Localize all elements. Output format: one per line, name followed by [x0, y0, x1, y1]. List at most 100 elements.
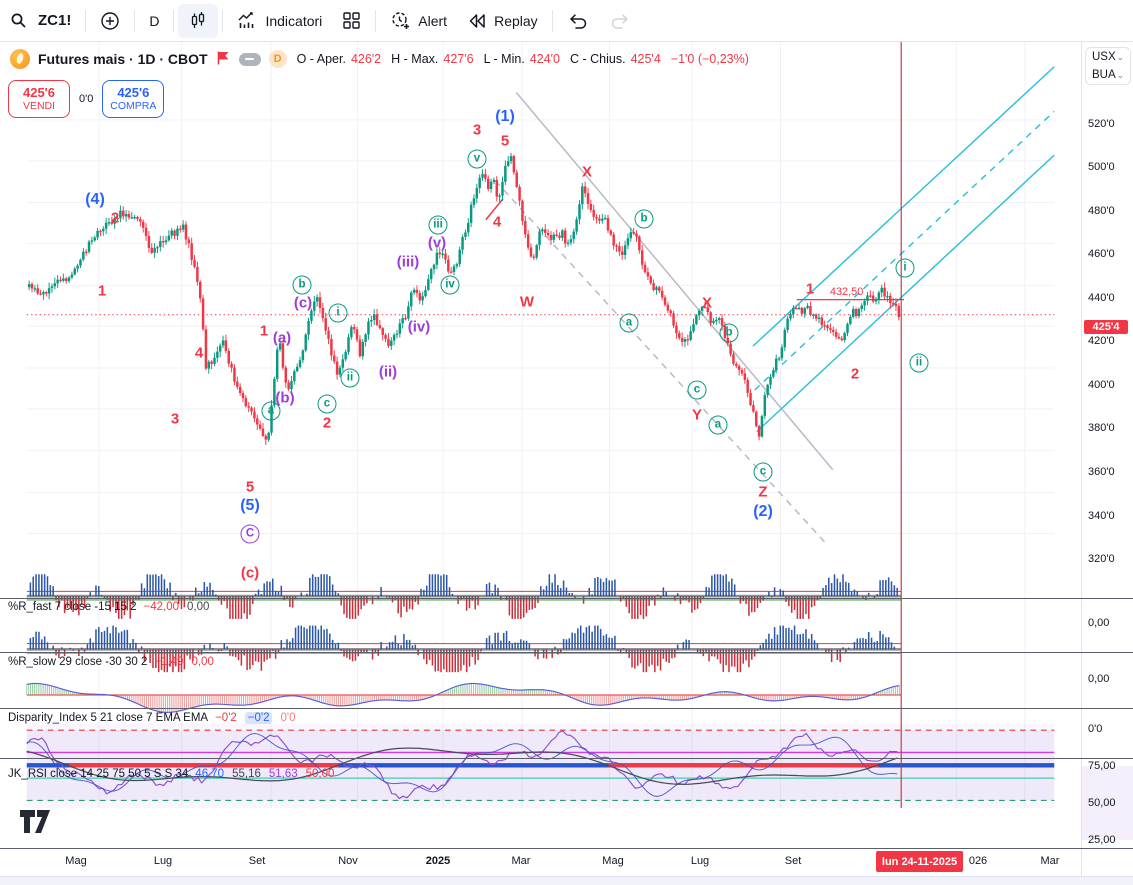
tradingview-logo[interactable]	[20, 810, 54, 838]
time-axis-label: Set	[248, 855, 266, 867]
price-axis-tick: 360'0	[1088, 466, 1115, 478]
indicators-label: Indicatori	[265, 12, 323, 29]
indicator-value: 0,00	[191, 656, 214, 668]
pane-separator[interactable]	[0, 598, 1133, 599]
price-axis-tick: 380'0	[1088, 422, 1115, 434]
indicator-value: −0'2	[244, 712, 273, 724]
price-axis[interactable]: USX ⌄ BUA ⌄ 520'0 500'0 480'0 460'0 440'0 420'0…	[1081, 42, 1133, 874]
svg-text:432,50: 432,50	[830, 286, 863, 298]
time-axis-label: Mag	[602, 855, 624, 867]
indicator-value: −0'2	[215, 712, 237, 724]
pane-header-wr-fast[interactable]: %R_fast 7 close -15 15 2 −42,00 0,00	[8, 601, 209, 613]
indicator-title: JK_RSI close 14 25 75 50 5 S S 34	[8, 768, 189, 780]
time-axis-label: 2025	[425, 855, 451, 867]
price-axis-tick: 420'0	[1088, 335, 1115, 347]
price-axis-tick: 50,00	[1088, 797, 1116, 809]
undo-button[interactable]	[557, 4, 599, 38]
interval-button[interactable]: D	[139, 4, 169, 38]
sell-button[interactable]: 425'6 VENDI	[8, 80, 70, 118]
price-chart-canvas: 432,50	[26, 42, 1055, 809]
toolbar-divider	[551, 9, 553, 32]
spread-value: 0'0	[79, 93, 94, 105]
change-readout: −1'0 (−0,23%)	[670, 52, 749, 66]
layout-grid-button[interactable]	[332, 4, 371, 38]
indicator-value: 55,16	[232, 768, 261, 780]
rsi-band-tint	[1082, 766, 1133, 840]
unit-selector[interactable]: BUA ⌄	[1092, 69, 1124, 81]
currency-selector[interactable]: USX ⌄	[1092, 51, 1124, 63]
redo-button[interactable]	[599, 4, 641, 38]
price-axis-tick: 500'0	[1088, 161, 1115, 173]
chevron-down-icon: ⌄	[1116, 69, 1124, 80]
buy-button[interactable]: 425'6 COMPRA	[102, 80, 165, 118]
time-axis-label: Lug	[153, 855, 173, 867]
time-axis[interactable]: Mag Lug Set Nov 2025 Mar Mag Lug Set 026 Mar lun 2…	[0, 849, 1133, 875]
redo-icon	[609, 11, 631, 31]
toolbar-divider	[375, 9, 377, 32]
pane-header-wr-slow[interactable]: %R_slow 29 close -30 30 2 −1,49 0,00	[8, 656, 214, 668]
indicators-button[interactable]: Indicatori	[227, 4, 332, 38]
symbol-name: ZC1!	[38, 12, 72, 29]
trade-panel: 425'6 VENDI 0'0 425'6 COMPRA	[8, 80, 165, 118]
pane-header-disparity[interactable]: Disparity_Index 5 21 close 7 EMA EMA −0'2…	[8, 712, 295, 724]
alert-label: Alert	[418, 12, 448, 29]
price-axis-tick: 340'0	[1088, 510, 1115, 522]
indicators-icon	[237, 11, 258, 31]
indicator-title: Disparity_Index 5 21 close 7 EMA EMA	[8, 712, 209, 724]
candlestick-icon	[188, 11, 208, 31]
price-axis-tick: 460'0	[1088, 248, 1115, 260]
price-axis-tick: 520'0	[1088, 118, 1115, 130]
indicator-title: %R_fast 7 close -15 15 2	[8, 601, 137, 613]
time-axis-label: Set	[784, 855, 802, 867]
bottom-strip	[0, 876, 1133, 885]
replay-icon	[467, 12, 487, 30]
indicator-value: 46,70	[195, 768, 225, 780]
plus-circle-icon	[100, 11, 120, 31]
price-axis-tick: 400'0	[1088, 379, 1115, 391]
indicator-value: 50,00	[305, 768, 335, 780]
time-axis-label: Nov	[338, 855, 358, 867]
last-price-badge: 425'4	[1084, 320, 1128, 334]
replay-button[interactable]: Replay	[457, 4, 548, 38]
chevron-down-icon: ⌄	[1116, 51, 1124, 62]
price-chart-area[interactable]: 432,50	[0, 42, 1081, 848]
time-axis-label: Mar	[1040, 855, 1060, 867]
chart-type-button[interactable]	[178, 3, 219, 38]
interval-label: D	[149, 12, 160, 29]
indicator-value: 0,00	[187, 601, 210, 613]
pane-header-jk-rsi[interactable]: JK_RSI close 14 25 75 50 5 S S 34 46,70 55…	[8, 768, 334, 780]
compare-add-button[interactable]	[90, 4, 130, 38]
toolbar-divider	[222, 9, 224, 32]
price-axis-tick: 440'0	[1088, 292, 1115, 304]
symbol-search-button[interactable]: ZC1!	[0, 4, 81, 38]
ohlc-readout: O - Aper. 426'2 H - Max. 427'6 L - Min. 424…	[296, 52, 749, 66]
toolbar-divider	[173, 9, 175, 32]
top-toolbar: ZC1! D	[0, 0, 1133, 42]
pane-separator[interactable]	[0, 758, 1133, 759]
toolbar-divider	[85, 9, 87, 32]
indicator-title: %R_slow 29 close -30 30 2	[8, 656, 148, 668]
symbol-title: Futures mais · 1D · CBOT	[38, 51, 208, 67]
crosshair-date-badge: lun 24-11-2025	[876, 851, 963, 872]
indicator-value: −1,49	[154, 656, 184, 668]
grid-icon	[342, 11, 361, 30]
alert-clock-icon	[390, 10, 411, 31]
price-axis-tick: 25,00	[1088, 834, 1116, 846]
replay-label: Replay	[494, 12, 538, 29]
time-axis-border	[0, 848, 1133, 849]
hide-toggle-icon[interactable]	[238, 52, 261, 66]
pane-separator[interactable]	[0, 708, 1133, 709]
flag-icon[interactable]	[216, 50, 231, 69]
time-axis-label: Mar	[511, 855, 531, 867]
price-axis-tick: 480'0	[1088, 205, 1115, 217]
search-icon	[10, 12, 27, 29]
pane-separator[interactable]	[0, 652, 1133, 653]
indicator-value: −42,00	[143, 601, 180, 613]
time-axis-label: 026	[968, 855, 988, 867]
alert-button[interactable]: Alert	[380, 4, 457, 38]
price-axis-tick: 0'0	[1088, 723, 1103, 735]
toolbar-divider	[134, 9, 136, 32]
symbol-legend[interactable]: Futures mais · 1D · CBOT D O - Aper. 426'…	[10, 49, 749, 69]
price-axis-tick: 0,00	[1088, 673, 1110, 685]
